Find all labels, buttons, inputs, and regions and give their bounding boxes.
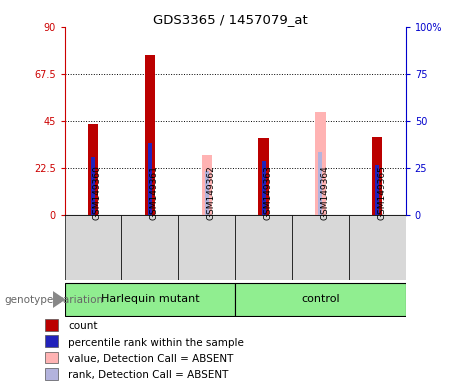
Text: rank, Detection Call = ABSENT: rank, Detection Call = ABSENT <box>68 370 228 380</box>
Bar <box>315 111 325 215</box>
FancyBboxPatch shape <box>65 283 235 316</box>
Bar <box>145 55 155 215</box>
Bar <box>319 152 322 215</box>
Text: GSM149361: GSM149361 <box>150 166 159 220</box>
Bar <box>45 368 58 380</box>
Text: GSM149363: GSM149363 <box>264 166 272 220</box>
Bar <box>45 335 58 347</box>
FancyBboxPatch shape <box>349 215 406 280</box>
Bar <box>91 157 95 215</box>
Text: genotype/variation: genotype/variation <box>5 295 104 305</box>
Bar <box>88 124 98 215</box>
Bar <box>205 171 209 215</box>
FancyBboxPatch shape <box>178 215 235 280</box>
Bar <box>261 161 266 215</box>
FancyBboxPatch shape <box>292 215 349 280</box>
Bar <box>45 319 58 331</box>
Text: Harlequin mutant: Harlequin mutant <box>100 294 199 304</box>
Text: GSM149362: GSM149362 <box>207 166 216 220</box>
Text: GSM149365: GSM149365 <box>377 166 386 220</box>
Bar <box>45 352 58 363</box>
Bar <box>259 138 269 215</box>
Bar <box>319 152 322 215</box>
FancyBboxPatch shape <box>121 215 178 280</box>
FancyBboxPatch shape <box>235 283 406 316</box>
FancyBboxPatch shape <box>65 215 121 280</box>
Text: percentile rank within the sample: percentile rank within the sample <box>68 338 244 348</box>
Text: GDS3365 / 1457079_at: GDS3365 / 1457079_at <box>153 13 308 26</box>
Text: count: count <box>68 321 97 331</box>
Bar <box>372 137 382 215</box>
Text: GSM149364: GSM149364 <box>320 166 330 220</box>
FancyBboxPatch shape <box>235 215 292 280</box>
Bar <box>201 156 212 215</box>
Text: value, Detection Call = ABSENT: value, Detection Call = ABSENT <box>68 354 233 364</box>
Text: control: control <box>301 294 340 304</box>
Text: GSM149360: GSM149360 <box>93 166 102 220</box>
Bar <box>148 142 152 215</box>
Bar <box>375 165 379 215</box>
